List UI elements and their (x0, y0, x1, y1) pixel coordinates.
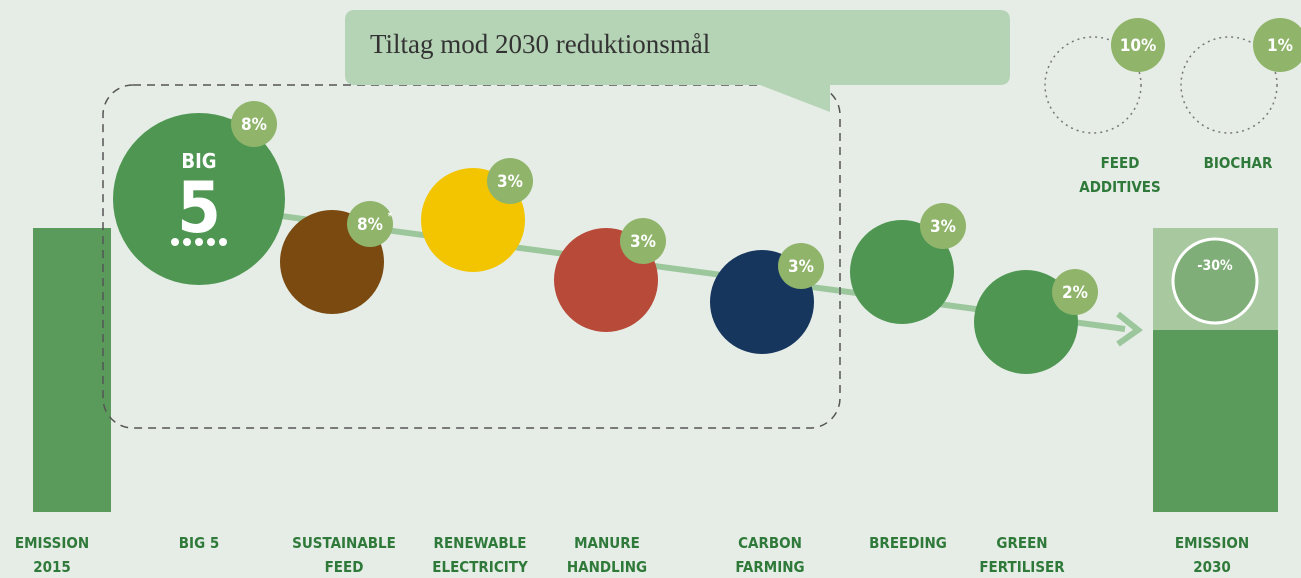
badge-text: 8% (357, 215, 383, 235)
badge-text: 10% (1120, 36, 1157, 56)
big5-dot (171, 238, 179, 246)
badge-text: 3% (788, 257, 814, 277)
badge-circle (920, 203, 966, 249)
label: FEED (1101, 154, 1140, 172)
big5-top: BIG (181, 149, 216, 173)
badge-text: 2% (1062, 283, 1088, 303)
badge-note: * (388, 211, 393, 222)
emission-2015-bar (33, 228, 111, 512)
badge-text: 3% (630, 232, 656, 252)
label: EMISSION (15, 534, 89, 552)
badge-circle (1253, 18, 1301, 72)
label: BIG 5 (179, 534, 219, 552)
badge-text: 8% (241, 115, 267, 135)
badge-circle (231, 101, 277, 147)
label: ADDITIVES (1079, 178, 1160, 196)
future-circle (1044, 36, 1142, 134)
badge-circle (620, 218, 666, 264)
callout-title: Tiltag mod 2030 reduktionsmål (370, 29, 710, 59)
badge-text: 3% (930, 217, 956, 237)
label: SUSTAINABLE (292, 534, 396, 552)
label: FARMING (735, 558, 804, 576)
initiative-circle (974, 270, 1078, 374)
label: MANURE (574, 534, 640, 552)
big5-dot (195, 238, 203, 246)
label: 2030 (1193, 558, 1231, 576)
badge-circle (347, 201, 393, 247)
callout (345, 10, 1010, 112)
label: FERTILISER (979, 558, 1065, 576)
label: CARBON (738, 534, 802, 552)
initiative-circle (113, 113, 285, 285)
label: BREEDING (869, 534, 947, 552)
label: FEED (325, 558, 364, 576)
big5-number: 5 (177, 167, 221, 249)
label: RENEWABLE (434, 534, 527, 552)
badge-text: 1% (1267, 36, 1293, 56)
badge-circle (1052, 269, 1098, 315)
label: HANDLING (567, 558, 647, 576)
badge-circle (778, 243, 824, 289)
initiative-circle (850, 220, 954, 324)
label: 2015 (33, 558, 71, 576)
big5-dot (219, 238, 227, 246)
badge-text: 3% (497, 172, 523, 192)
trend-arrow (1116, 311, 1144, 347)
big5-dot (207, 238, 215, 246)
label: EMISSION (1175, 534, 1249, 552)
label: BIOCHAR (1204, 154, 1273, 172)
big5-dot (183, 238, 191, 246)
label: ELECTRICITY (432, 558, 528, 576)
badge-circle (487, 158, 533, 204)
emission-2030-badge: -30% (1197, 258, 1233, 274)
label: GREEN (996, 534, 1047, 552)
emission-2030-icon (1171, 237, 1259, 325)
future-circle (1180, 36, 1278, 134)
emission-2030-bar (1153, 330, 1278, 512)
badge-circle (1111, 18, 1165, 72)
